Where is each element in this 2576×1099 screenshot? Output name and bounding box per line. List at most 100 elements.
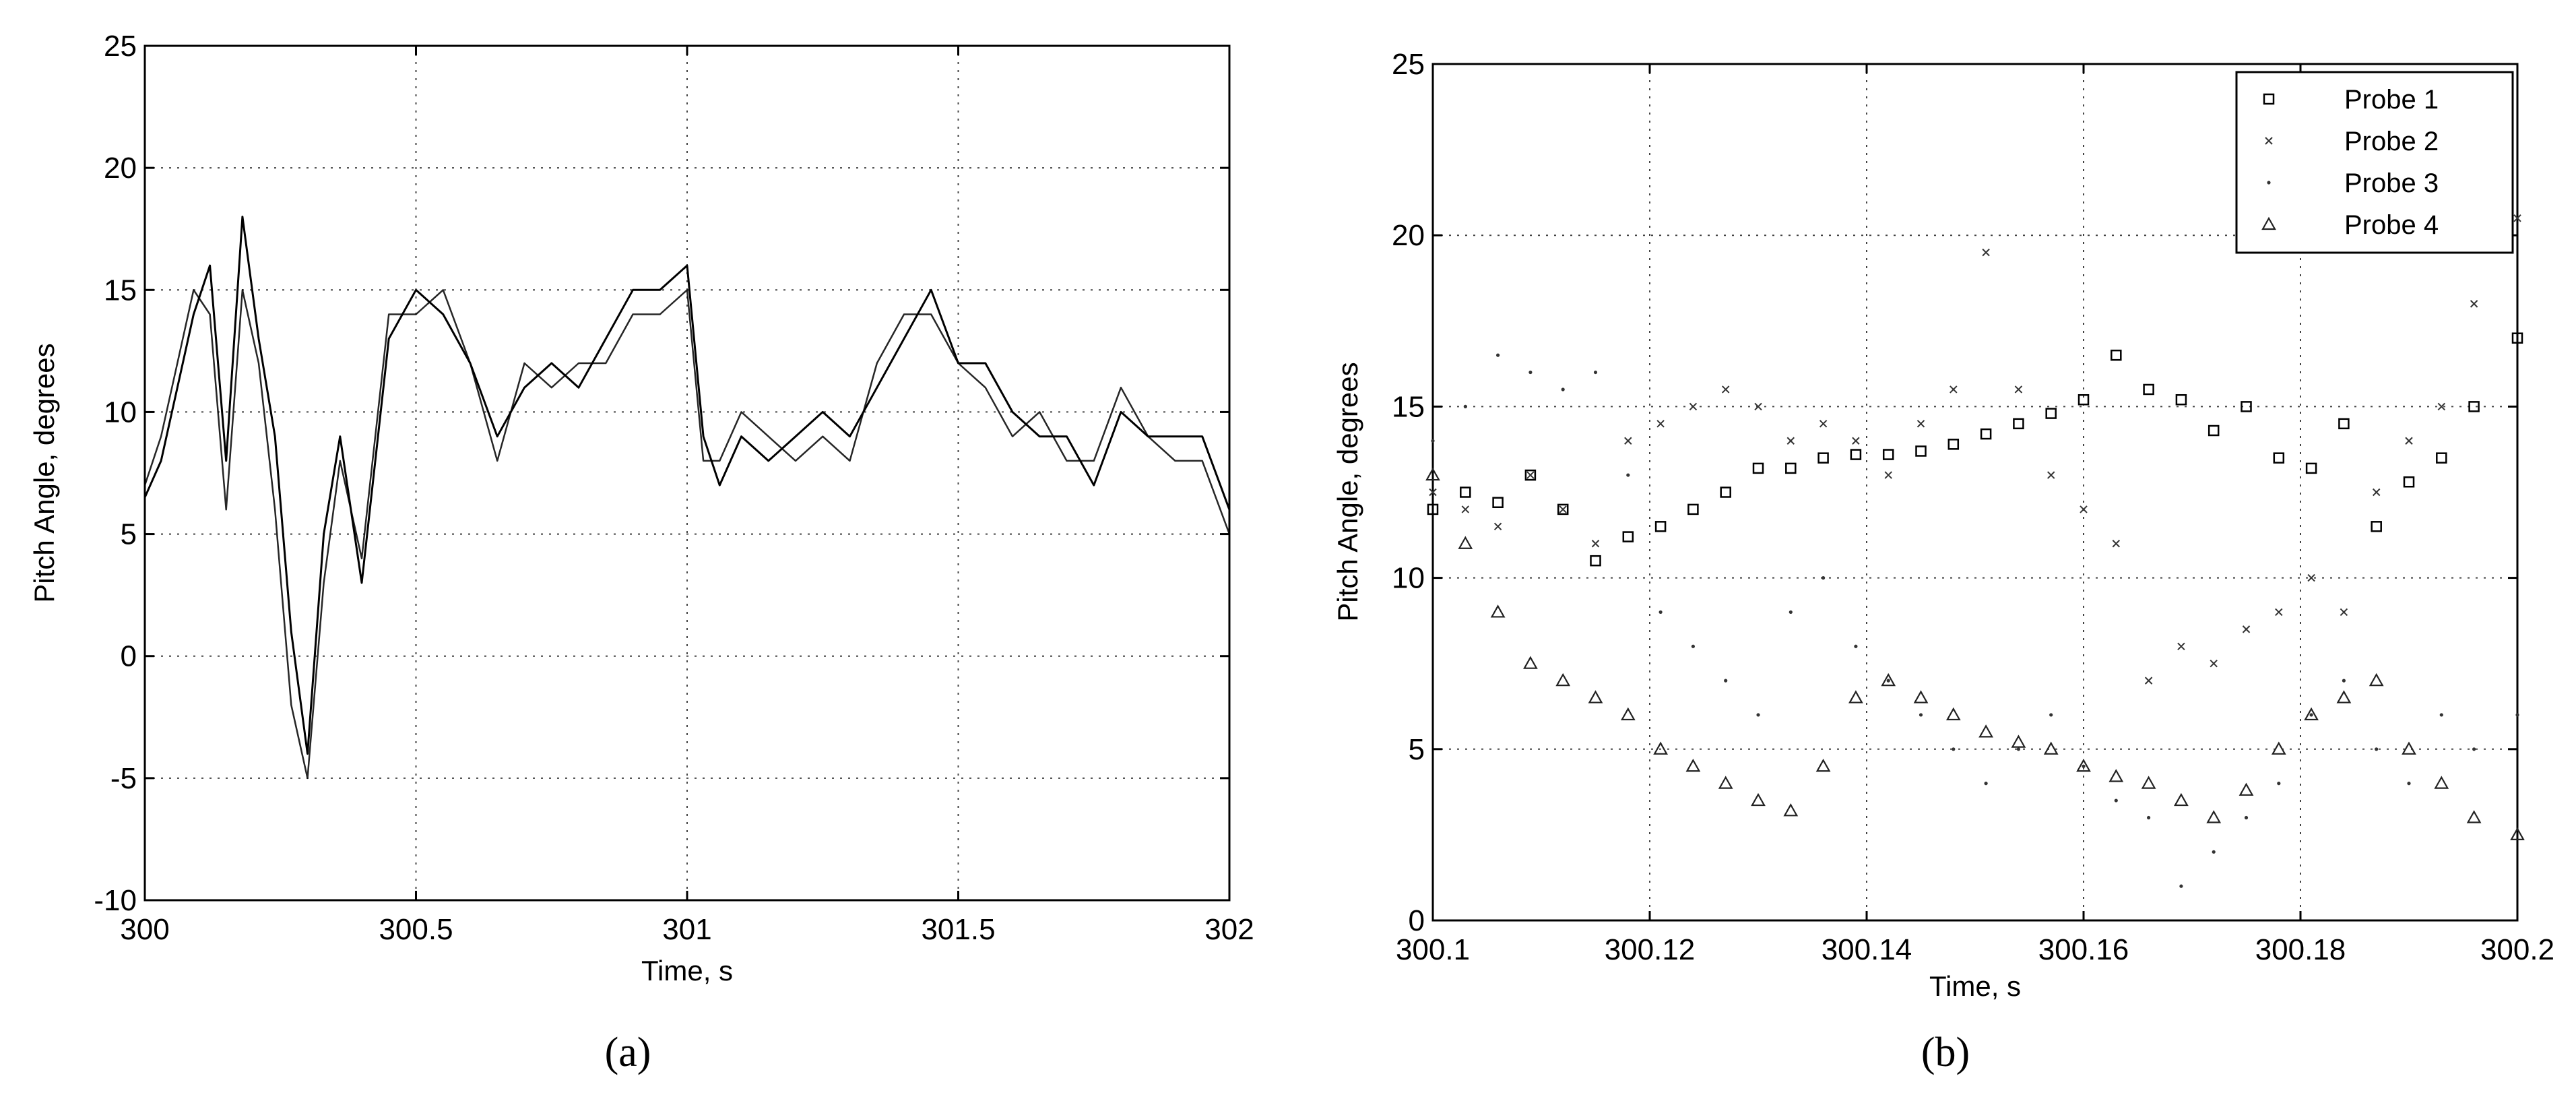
probe-2-point <box>2372 488 2381 497</box>
probe-1-point <box>2045 408 2057 419</box>
probe-2-point <box>1559 505 1567 513</box>
probe-4-point <box>2510 827 2525 841</box>
probe-4-point <box>1783 803 1799 817</box>
probe-4-point <box>2336 690 2352 703</box>
probe-2-point <box>2210 659 2218 668</box>
legend-marker-4 <box>2261 216 2276 230</box>
probe-2-point <box>1689 402 1698 411</box>
probe-1-point <box>1882 449 1894 460</box>
panel-b-x-axis-label: Time, s <box>1929 970 2021 1002</box>
probe-2-point-stroke <box>2177 642 2185 650</box>
probe-1-point <box>2111 349 2122 361</box>
panel-b-y-axis-label: Pitch Angle, degrees <box>1332 362 1363 621</box>
y-tick-label: 20 <box>104 152 137 185</box>
probe-4-point <box>2434 776 2449 789</box>
y-tick-label: -5 <box>110 762 137 795</box>
probe-2-point <box>1754 402 1762 411</box>
x-tick-label: 300.18 <box>2255 933 2346 966</box>
probe-1-point <box>1524 469 1537 481</box>
x-tick-label: 300.5 <box>379 913 453 946</box>
probe-1-point <box>2371 521 2382 532</box>
probe-2-point-stroke <box>1689 402 1698 411</box>
probe-4-point <box>1913 690 1929 703</box>
probe-3-point <box>2147 815 2151 820</box>
probe-2-point-stroke <box>1656 420 1665 428</box>
probe-2-point <box>2014 385 2023 394</box>
probe-2-point-stroke <box>2144 677 2153 685</box>
probe-2-point <box>1429 488 1437 497</box>
probe-4-point <box>1653 741 1668 755</box>
probe-3-point <box>2309 713 2313 717</box>
probe-2-point-stroke <box>1591 540 1600 548</box>
probe-3-point <box>2212 850 2216 854</box>
probe-2-point <box>1950 385 1958 394</box>
probe-4-point <box>2304 707 2319 721</box>
probe-3-point <box>1528 370 1533 375</box>
legend-label-3: Probe 3 <box>2344 168 2439 198</box>
probe-3-point <box>2114 798 2118 803</box>
probe-1-point <box>1980 428 1992 440</box>
probe-3-point <box>2082 764 2086 768</box>
probe-1-point <box>1492 497 1504 509</box>
probe-4-point <box>1555 672 1571 687</box>
probe-2-point <box>2470 300 2478 308</box>
probe-3-point <box>1691 644 1695 648</box>
probe-2-point-stroke <box>2047 471 2055 479</box>
probe-2-point <box>2340 608 2348 617</box>
probe-2-point <box>1526 471 1535 479</box>
probe-4-point <box>2239 782 2254 796</box>
probe-3-point <box>2515 713 2519 717</box>
x-tick-label: 301.5 <box>921 913 995 946</box>
legend-box <box>2235 71 2514 254</box>
y-tick-label: -10 <box>94 884 137 917</box>
probe-2-point-stroke <box>1624 437 1632 445</box>
probe-4-point <box>2141 776 2156 789</box>
y-tick-label: 20 <box>1392 219 1425 252</box>
probe-2-point-stroke <box>1493 522 1502 531</box>
probe-2-point <box>1982 248 1990 257</box>
y-tick-label: 15 <box>1392 390 1425 423</box>
panel-b-label: (b) <box>1921 1030 1970 1075</box>
probe-3-point <box>1952 747 1956 751</box>
probe-1-point <box>1752 462 1764 474</box>
probe-4-point <box>2402 741 2416 755</box>
probe-4-point <box>1523 656 1538 669</box>
probe-3-point <box>2016 747 2020 751</box>
probe-2-point-stroke <box>1429 488 1437 497</box>
probe-2-point-stroke <box>2470 300 2478 308</box>
probe-4-point <box>1458 536 1473 549</box>
probe-1-point <box>2511 332 2523 344</box>
y-tick-label: 0 <box>1409 904 1425 937</box>
probe-3-point <box>1593 370 1598 375</box>
probe-4-point <box>1945 707 1961 721</box>
probe-1-point <box>2208 425 2220 437</box>
probe-2-point <box>2513 214 2521 222</box>
probe-3-point <box>2439 713 2443 717</box>
probe-3-point <box>1984 782 1988 786</box>
legend-label-2: Probe 2 <box>2344 127 2439 156</box>
legend-marker-3 <box>2267 181 2271 185</box>
probe-1-point <box>1557 503 1569 515</box>
legend-marker-2 <box>2265 137 2273 145</box>
probe-3-point <box>1822 576 1826 580</box>
probe-1-point <box>1850 449 1862 460</box>
probe-4-point <box>1588 690 1603 703</box>
probe-2-point-stroke <box>1526 471 1535 479</box>
probe-2-point-stroke <box>1754 402 1762 411</box>
legend-label-1: Probe 1 <box>2344 85 2439 115</box>
probe-3-point <box>1431 439 1435 443</box>
probe-2-point-stroke <box>2014 385 2023 394</box>
probe-3-point <box>2244 815 2249 820</box>
probe-1-point <box>2013 418 2024 430</box>
probe-2-point <box>1819 420 1828 428</box>
probe-2-point-stroke <box>1721 385 1730 394</box>
probe-1-point <box>2241 401 2252 412</box>
probe-4-point <box>2174 792 2189 807</box>
probe-4-point <box>1978 724 1993 738</box>
probe-1-point <box>1947 439 1960 450</box>
probe-3-point <box>2179 884 2183 888</box>
legend-marker-2-stroke <box>2265 137 2273 145</box>
probe-2-point <box>2112 540 2121 548</box>
probe-2-point-stroke <box>2210 659 2218 668</box>
